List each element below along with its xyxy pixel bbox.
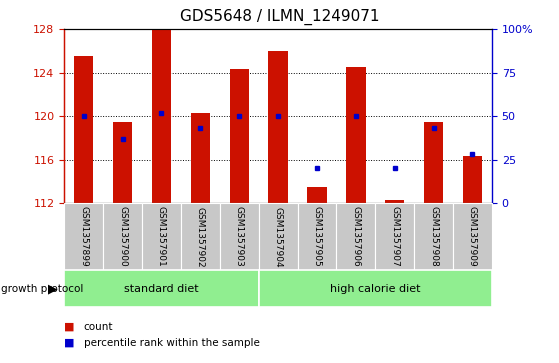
- Bar: [142, 203, 181, 270]
- Text: GSM1357904: GSM1357904: [273, 207, 283, 267]
- Text: ▶: ▶: [48, 282, 58, 295]
- Text: GSM1357905: GSM1357905: [312, 207, 321, 267]
- Text: ■: ■: [64, 338, 75, 348]
- Text: GSM1357900: GSM1357900: [118, 207, 127, 267]
- Bar: [181, 203, 220, 270]
- Bar: [463, 156, 482, 203]
- Bar: [297, 203, 337, 270]
- Text: high calorie diet: high calorie diet: [330, 284, 420, 294]
- Bar: [268, 51, 288, 203]
- Text: percentile rank within the sample: percentile rank within the sample: [84, 338, 260, 348]
- Text: GSM1357908: GSM1357908: [429, 207, 438, 267]
- Bar: [375, 203, 414, 270]
- Text: count: count: [84, 322, 113, 332]
- Bar: [259, 203, 297, 270]
- Text: GSM1357907: GSM1357907: [390, 207, 399, 267]
- Bar: [220, 203, 259, 270]
- Bar: [453, 203, 492, 270]
- Text: growth protocol: growth protocol: [1, 284, 83, 294]
- Bar: [191, 113, 210, 203]
- Text: GSM1357906: GSM1357906: [352, 207, 361, 267]
- Text: GSM1357901: GSM1357901: [157, 207, 166, 267]
- Bar: [230, 69, 249, 203]
- Text: GSM1357899: GSM1357899: [79, 207, 88, 267]
- Text: GDS5648 / ILMN_1249071: GDS5648 / ILMN_1249071: [180, 9, 379, 25]
- Bar: [259, 270, 492, 307]
- Text: ■: ■: [64, 322, 75, 332]
- Bar: [337, 203, 375, 270]
- Bar: [74, 56, 93, 203]
- Text: standard diet: standard diet: [124, 284, 199, 294]
- Bar: [414, 203, 453, 270]
- Bar: [151, 29, 171, 203]
- Text: GSM1357903: GSM1357903: [235, 207, 244, 267]
- Bar: [113, 122, 132, 203]
- Bar: [385, 200, 405, 203]
- Bar: [64, 270, 259, 307]
- Bar: [64, 203, 103, 270]
- Text: GSM1357902: GSM1357902: [196, 207, 205, 267]
- Bar: [307, 187, 326, 203]
- Bar: [424, 122, 443, 203]
- Bar: [346, 67, 366, 203]
- Bar: [103, 203, 142, 270]
- Text: GSM1357909: GSM1357909: [468, 207, 477, 267]
